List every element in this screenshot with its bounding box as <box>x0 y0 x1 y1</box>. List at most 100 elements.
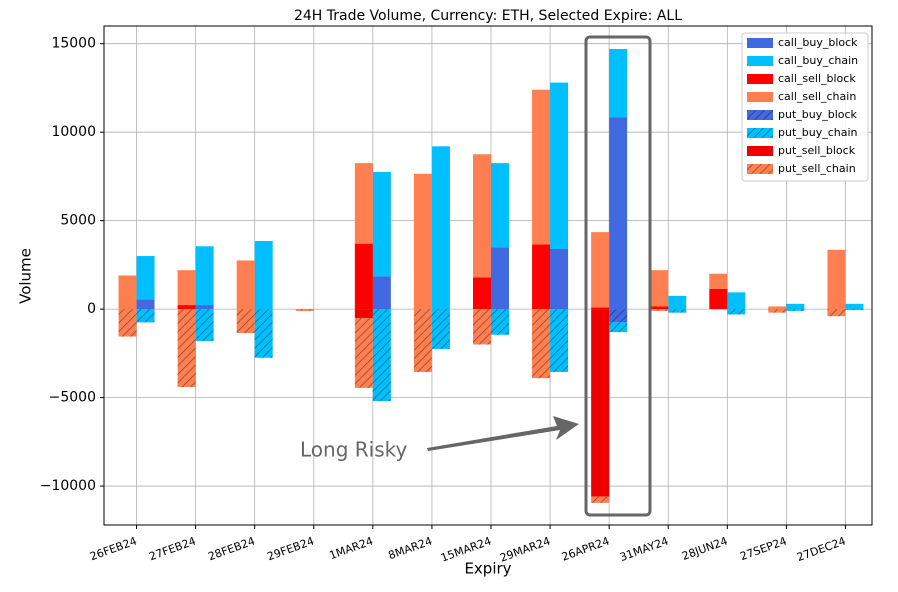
bar <box>195 246 214 306</box>
bar <box>768 309 787 313</box>
bar <box>473 154 491 278</box>
annotation: Long Risky <box>300 438 407 462</box>
bar <box>195 305 214 310</box>
x-tick-label: 31MAY24 <box>618 534 670 564</box>
bar <box>354 309 373 318</box>
bar <box>372 309 391 402</box>
x-tick-label: 8MAR24 <box>387 534 434 562</box>
legend-box <box>741 32 869 182</box>
plot-area: −10000 −5000 0 5000 10000 15000 26FEB24 27FEB24… <box>40 26 872 565</box>
bar <box>827 249 846 310</box>
bar <box>118 309 137 337</box>
bar <box>709 288 728 310</box>
bar <box>254 309 273 358</box>
bar <box>254 240 273 310</box>
bar <box>591 496 610 503</box>
bar <box>550 248 569 310</box>
bar <box>727 309 746 315</box>
bar <box>709 273 728 289</box>
x-tick-label: 28JUN24 <box>680 534 729 562</box>
x-tick-label: 26APR24 <box>560 534 611 563</box>
y-tick-label: 15000 <box>51 36 96 52</box>
x-tick-label: 29MAR24 <box>498 534 552 564</box>
bar <box>827 309 846 317</box>
bar <box>354 243 373 310</box>
bar <box>431 146 450 310</box>
y-axis-label: Volume <box>17 248 35 304</box>
legend-swatch <box>747 38 773 48</box>
bar <box>668 309 687 313</box>
bar <box>532 309 551 379</box>
bar <box>591 309 610 497</box>
legend-swatch <box>747 56 773 66</box>
x-axis-label: Expiry <box>464 560 511 578</box>
bar <box>609 309 628 323</box>
bar <box>550 309 569 372</box>
x-tick-label: 1MAR24 <box>328 534 375 562</box>
legend-swatch <box>747 146 773 156</box>
bar <box>118 275 137 310</box>
y-tick-label: 5000 <box>60 213 96 229</box>
x-tick-label: 28FEB24 <box>206 534 256 563</box>
bar <box>786 303 805 310</box>
bar <box>491 309 509 335</box>
bar <box>236 260 255 310</box>
legend-swatch <box>747 74 773 84</box>
bar <box>354 163 373 244</box>
bar <box>413 309 432 372</box>
bar <box>136 256 155 300</box>
bar <box>609 322 628 333</box>
legend-label: put_buy_block <box>778 108 858 121</box>
legend-label: call_sell_block <box>778 72 856 85</box>
bar <box>609 117 628 310</box>
x-tick-label: 27FEB24 <box>147 534 197 563</box>
legend: call_buy_block call_buy_chain call_sell_bl… <box>741 32 869 182</box>
legend-label: put_sell_block <box>778 144 856 157</box>
y-tick-label: 10000 <box>51 124 96 140</box>
bar <box>136 309 155 323</box>
bar <box>845 309 864 311</box>
legend-label: call_sell_chain <box>778 90 856 103</box>
chart-title: 24H Trade Volume, Currency: ETH, Selecte… <box>294 8 682 24</box>
bar <box>591 232 610 308</box>
bar <box>532 244 551 310</box>
bar <box>491 247 509 310</box>
bar <box>786 309 805 311</box>
legend-label: put_sell_chain <box>778 162 856 175</box>
bar <box>532 89 551 245</box>
bar <box>295 309 314 311</box>
y-tick-label: −10000 <box>40 478 96 494</box>
bar <box>177 305 196 310</box>
bar <box>668 295 687 310</box>
bar <box>845 303 864 310</box>
bar <box>609 49 628 118</box>
highlight-box <box>584 35 652 517</box>
legend-swatch <box>747 110 773 120</box>
bar <box>177 309 196 387</box>
annotation-arrow <box>427 416 579 451</box>
legend-label: call_buy_block <box>778 36 858 49</box>
legend-swatch <box>747 128 773 138</box>
legend-label: put_buy_chain <box>778 126 858 139</box>
bar <box>431 309 450 349</box>
x-tick-label: 29FEB24 <box>265 534 315 563</box>
x-tick-label: 27DEC24 <box>795 534 847 564</box>
legend-label: call_buy_chain <box>778 54 858 67</box>
x-tick-label: 26FEB24 <box>88 534 138 563</box>
bar <box>768 306 787 310</box>
legend-swatch <box>747 92 773 102</box>
bar <box>491 163 509 248</box>
plot-frame <box>103 25 873 526</box>
bar <box>354 317 373 388</box>
bar <box>236 309 255 334</box>
bar <box>372 276 391 310</box>
bar <box>136 299 155 310</box>
x-tick-label: 27SEP24 <box>738 534 788 563</box>
bar <box>195 309 214 341</box>
y-tick-label: −5000 <box>49 390 96 406</box>
bar <box>650 270 669 307</box>
legend-swatch <box>747 164 773 174</box>
bar <box>177 270 196 306</box>
y-tick-label: 0 <box>87 301 96 317</box>
bar <box>473 309 491 345</box>
